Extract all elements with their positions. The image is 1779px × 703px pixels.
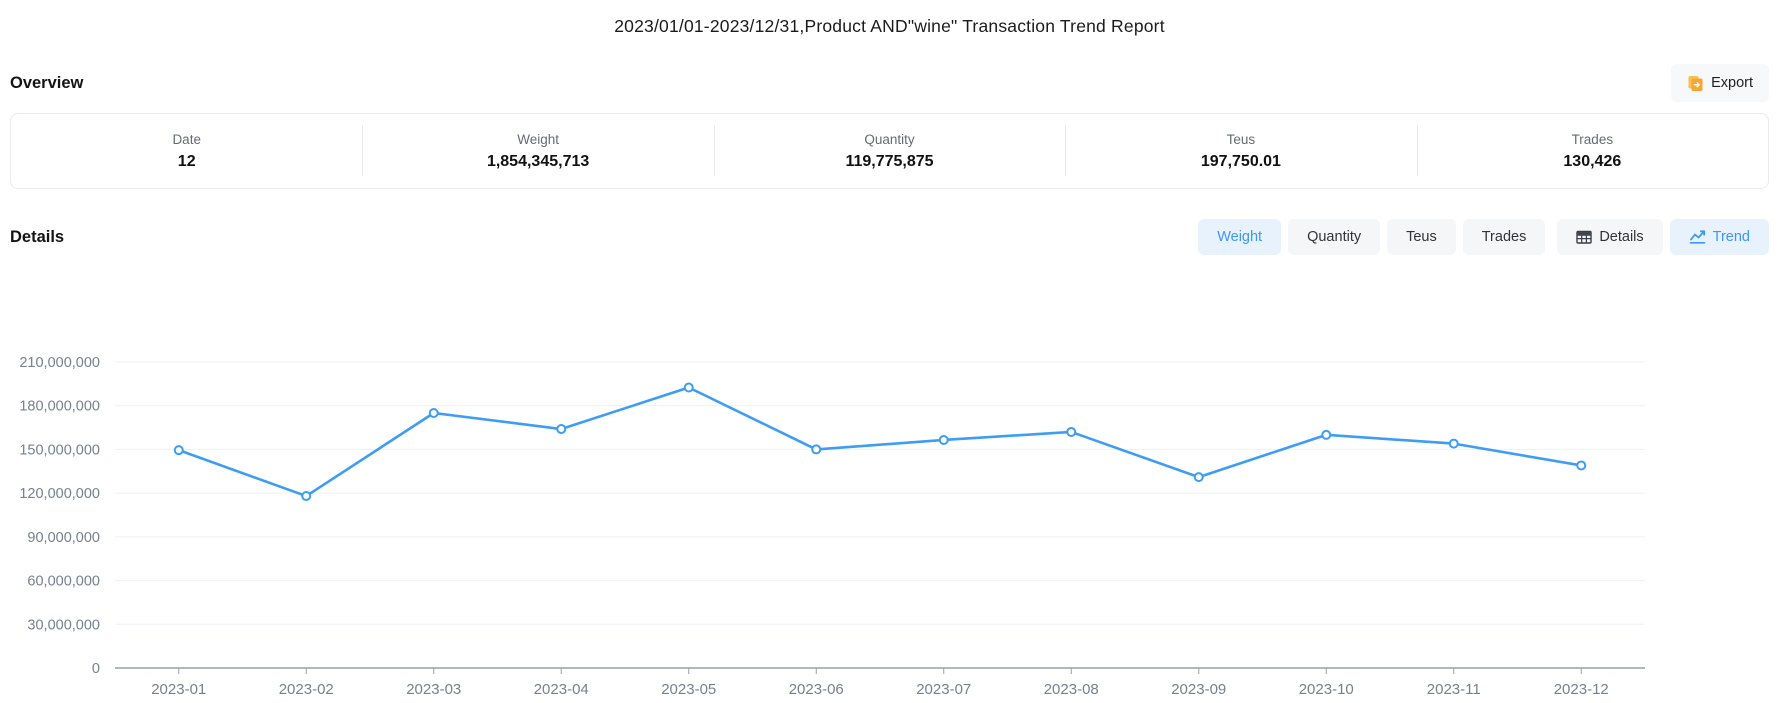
stat-label: Teus (1226, 131, 1256, 147)
metric-tab-group: Weight Quantity Teus Trades (1198, 219, 1546, 255)
tab-label: Trades (1481, 229, 1527, 245)
toggle-label: Trend (1712, 229, 1750, 245)
tab-label: Weight (1217, 229, 1263, 245)
data-point-marker[interactable] (1066, 426, 1077, 437)
y-axis-tick-label: 90,000,000 (27, 530, 100, 546)
y-axis-tick-label: 120,000,000 (19, 486, 100, 502)
overview-heading: Overview (10, 73, 84, 92)
view-toggle-group: Details Trend (1557, 219, 1769, 255)
data-point-marker[interactable] (1576, 460, 1587, 471)
stat-value: 130,426 (1563, 152, 1622, 170)
line-chart-icon (1689, 229, 1706, 245)
overview-stats-card: Date 12 Weight 1,854,345,713 Quantity 11… (10, 113, 1769, 189)
x-axis-tick-label: 2023-10 (1299, 681, 1354, 698)
tab-label: Teus (1406, 229, 1437, 245)
stat-label: Weight (517, 131, 559, 147)
x-axis-tick-label: 2023-04 (534, 681, 589, 698)
export-button[interactable]: Export (1671, 64, 1769, 102)
file-export-icon (1687, 75, 1704, 92)
data-point-marker[interactable] (301, 491, 312, 502)
x-axis-tick-label: 2023-11 (1427, 681, 1481, 698)
stat-label: Quantity (864, 131, 915, 147)
data-point-marker[interactable] (683, 382, 694, 393)
trend-line-chart[interactable]: 0 30,000,000 60,000,000 90,000,000 120,000,0… (0, 280, 1779, 700)
details-heading: Details (10, 227, 65, 246)
y-axis-tick-label: 180,000,000 (19, 399, 100, 415)
stat-label: Date (172, 131, 201, 147)
export-button-label: Export (1711, 75, 1753, 91)
y-axis-tick-label: 150,000,000 (19, 442, 100, 458)
stat-label: Trades (1571, 131, 1614, 147)
stat-date: Date 12 (11, 114, 362, 188)
stat-value: 1,854,345,713 (486, 152, 590, 170)
stat-value: 197,750.01 (1200, 152, 1281, 170)
data-point-marker[interactable] (1321, 429, 1332, 440)
data-point-marker[interactable] (428, 408, 439, 418)
stat-trades: Trades 130,426 (1416, 114, 1768, 188)
data-point-marker[interactable] (1448, 438, 1459, 449)
table-icon (1576, 230, 1593, 245)
page-title: 2023/01/01-2023/12/31,Product AND"wine" … (614, 16, 1165, 36)
x-axis-tick-label: 2023-01 (151, 681, 206, 698)
data-point-marker[interactable] (173, 445, 184, 456)
y-axis-tick-label: 0 (92, 661, 100, 677)
x-axis-tick-label: 2023-06 (789, 681, 844, 698)
chart-canvas[interactable]: 0 30,000,000 60,000,000 90,000,000 120,000,0… (0, 280, 1779, 700)
stat-weight: Weight 1,854,345,713 (362, 114, 713, 188)
x-axis-tick-label: 2023-07 (916, 681, 971, 698)
tab-label: Quantity (1307, 229, 1362, 245)
x-axis-tick-label: 2023-05 (661, 681, 716, 698)
data-point-marker[interactable] (1193, 472, 1204, 483)
stat-quantity: Quantity 119,775,875 (713, 114, 1065, 188)
toggle-trend-view[interactable]: Trend (1669, 219, 1769, 255)
tab-trades[interactable]: Trades (1462, 219, 1546, 255)
toggle-label: Details (1599, 229, 1644, 245)
data-point-marker[interactable] (938, 434, 949, 445)
stat-value: 119,775,875 (845, 152, 934, 170)
y-axis-tick-label: 210,000,000 (19, 355, 100, 371)
tab-quantity[interactable]: Quantity (1288, 219, 1381, 255)
x-axis-tick-label: 2023-12 (1554, 681, 1609, 698)
weight-series-line (177, 386, 1583, 498)
data-point-marker[interactable] (811, 444, 822, 455)
y-axis-tick-label: 60,000,000 (27, 574, 100, 590)
stat-value: 12 (177, 152, 196, 170)
data-point-marker[interactable] (556, 424, 567, 435)
tab-teus[interactable]: Teus (1387, 219, 1456, 255)
x-axis-tick-label: 2023-03 (406, 681, 461, 698)
stat-teus: Teus 197,750.01 (1065, 114, 1416, 188)
toggle-details-view[interactable]: Details (1557, 219, 1663, 255)
x-axis-tick-label: 2023-02 (279, 681, 334, 698)
tab-weight[interactable]: Weight (1198, 219, 1282, 255)
x-axis-tick-label: 2023-08 (1044, 681, 1099, 698)
details-controls: Weight Quantity Teus Trades (1198, 219, 1769, 255)
y-axis-tick-label: 30,000,000 (27, 617, 100, 633)
x-axis-tick-label: 2023-09 (1171, 681, 1226, 698)
